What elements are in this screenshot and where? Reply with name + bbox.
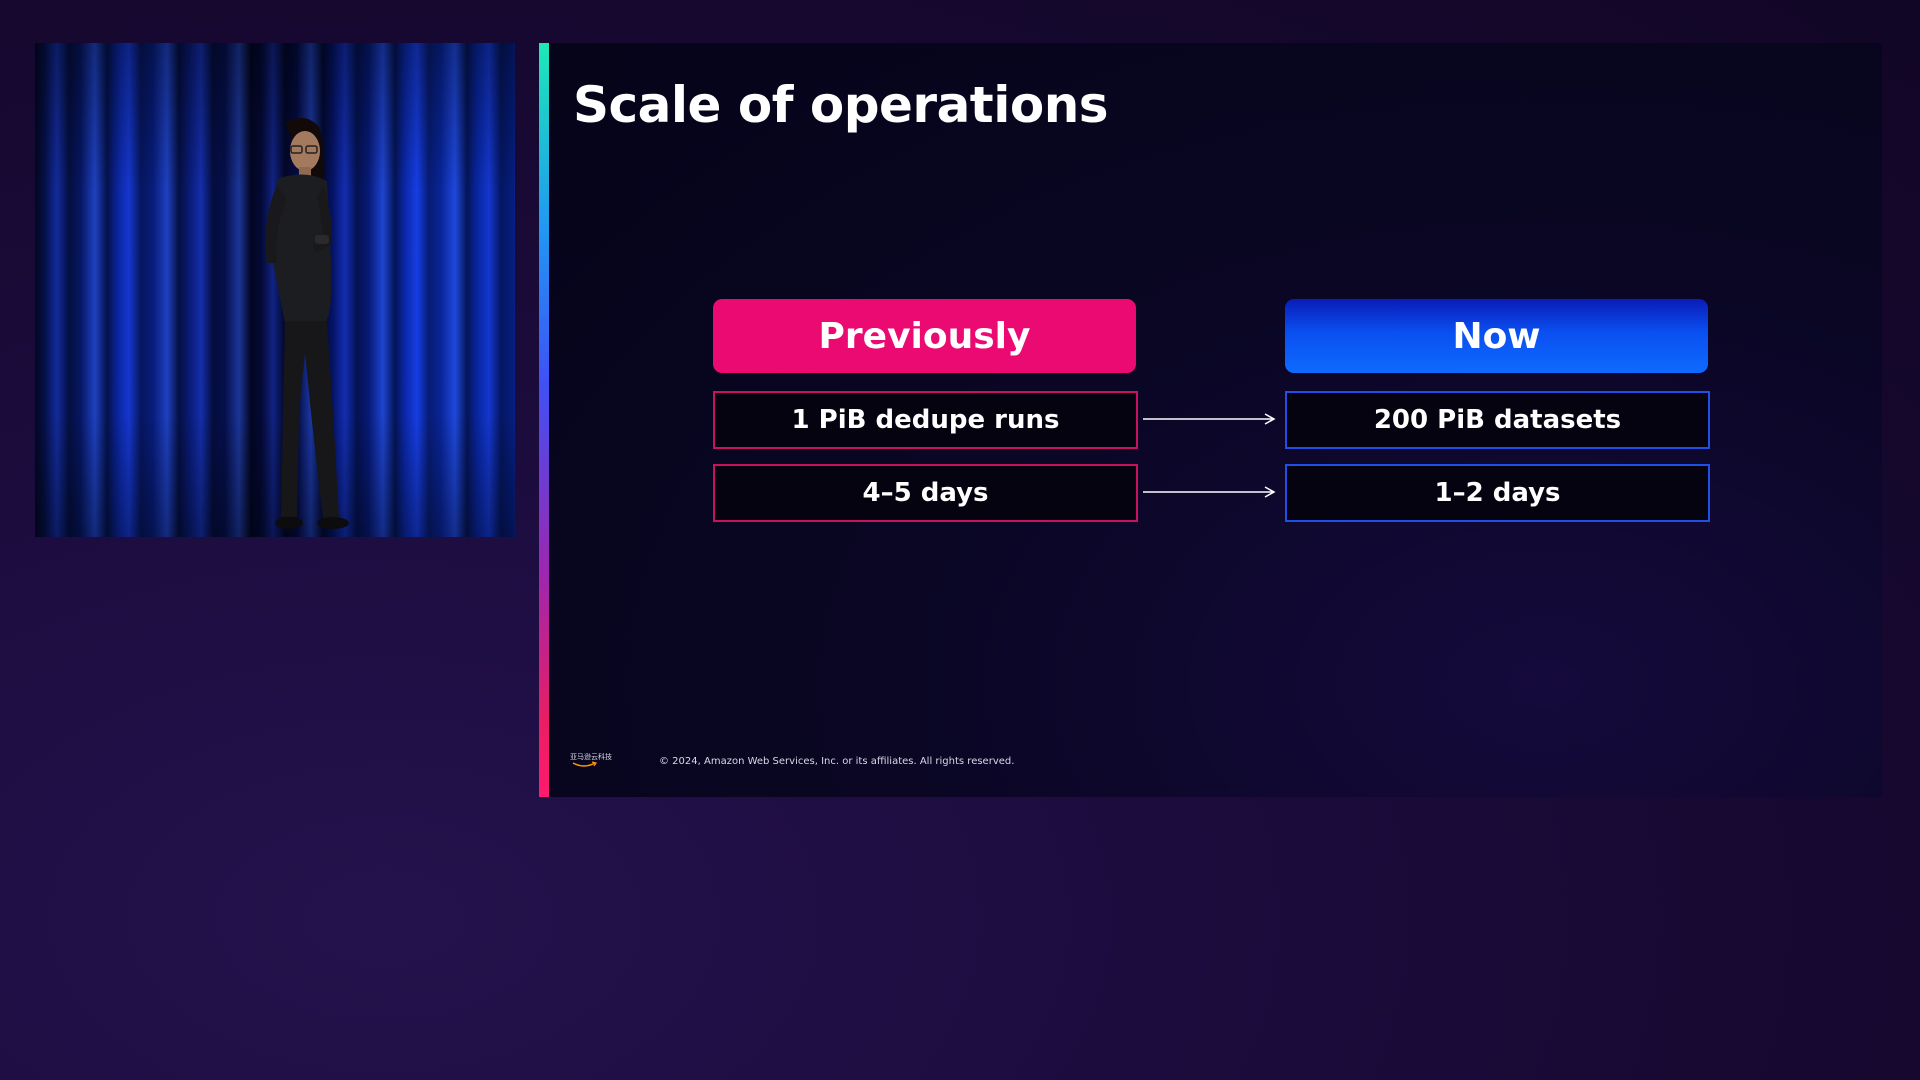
aws-smile-icon: [572, 761, 597, 767]
aws-logo-text: 亚马逊云科技: [570, 753, 612, 761]
speaker-figure: [265, 117, 349, 529]
now-header: Now: [1285, 299, 1708, 373]
slide-accent-bar: [539, 43, 549, 797]
copyright-notice: © 2024, Amazon Web Services, Inc. or its…: [659, 756, 1015, 767]
previously-header: Previously: [713, 299, 1136, 373]
previously-cell-row-1: 1 PiB dedupe runs: [713, 391, 1138, 449]
speaker-video-feed: [35, 43, 515, 537]
slide-title: Scale of operations: [573, 76, 1109, 134]
presentation-slide: Scale of operations Previously Now 1 PiB…: [539, 43, 1882, 797]
now-cell-row-1: 200 PiB datasets: [1285, 391, 1710, 449]
previously-cell-row-2: 4–5 days: [713, 464, 1138, 522]
aws-logo: 亚马逊云科技: [570, 752, 614, 770]
now-cell-row-2: 1–2 days: [1285, 464, 1710, 522]
arrow-right-icon: [1143, 413, 1276, 425]
arrow-right-icon: [1143, 486, 1276, 498]
